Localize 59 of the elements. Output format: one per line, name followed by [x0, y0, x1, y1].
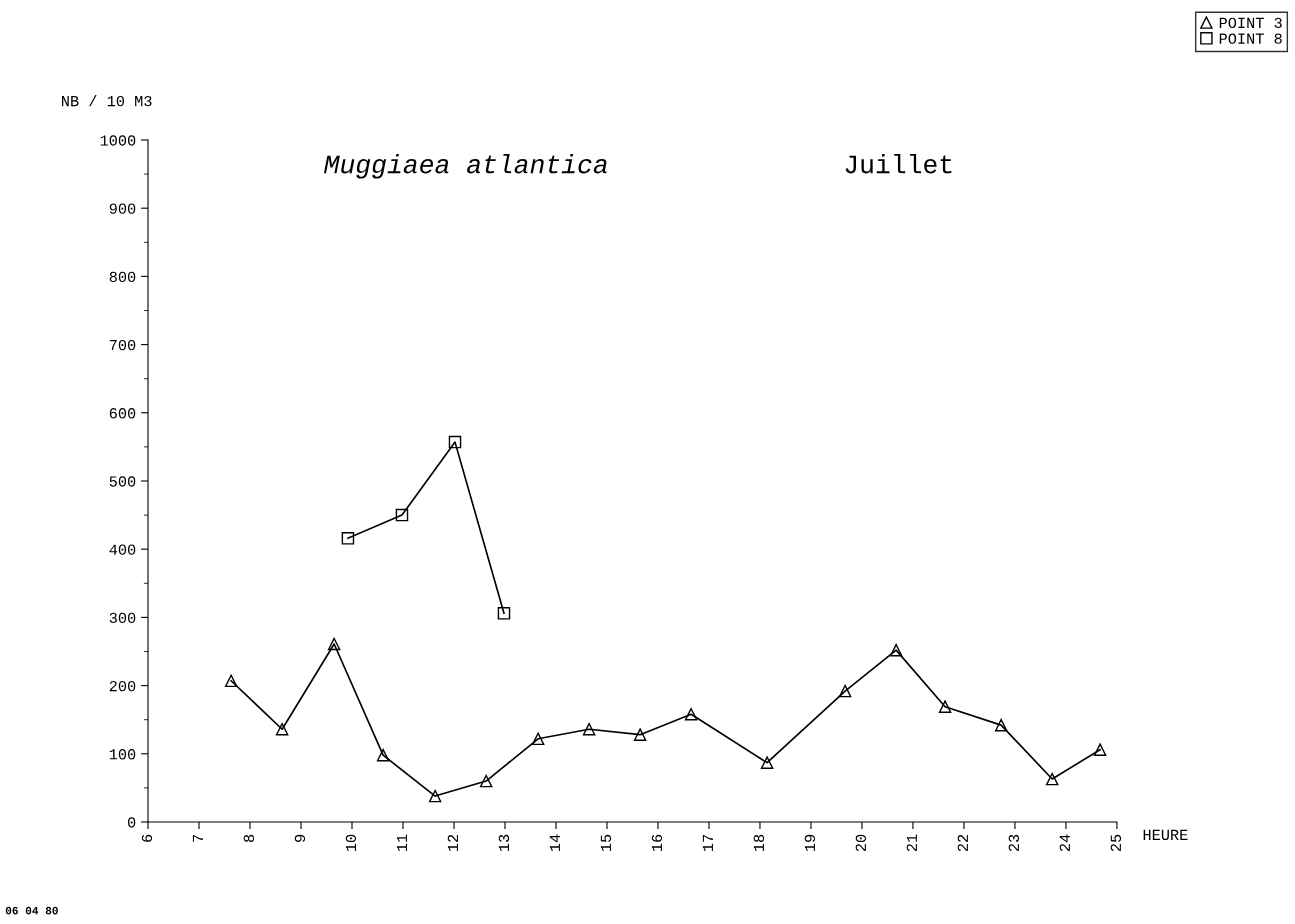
point: [448, 435, 462, 449]
y-tick-label: 1000: [100, 135, 136, 146]
x-tick-label: 11: [396, 834, 407, 852]
x-tick-label: 18: [753, 834, 765, 852]
chart-title: Muggiaea atlantica: [323, 154, 607, 179]
x-tick-label: 22: [957, 834, 968, 852]
point: [938, 700, 952, 713]
point: [1045, 772, 1059, 786]
y-tick-label: 400: [109, 544, 136, 555]
legend-label: POINT 8: [1219, 33, 1282, 44]
point: [275, 722, 289, 736]
x-tick-label: 7: [192, 834, 203, 842]
text: 06 04 80: [5, 906, 58, 915]
y-tick-label: 700: [109, 339, 136, 351]
point: [760, 756, 774, 769]
point: [224, 674, 238, 688]
legend-label: POINT 3: [1219, 17, 1282, 29]
y-axis-title: NB / 10 M3: [62, 95, 152, 107]
x-tick-label: 12: [447, 834, 458, 852]
point: [684, 707, 698, 721]
point: [395, 508, 409, 522]
x-tick-label: 8: [243, 834, 255, 842]
point: [633, 728, 647, 741]
x-tick-label: 21: [906, 834, 917, 852]
point: [497, 607, 511, 620]
x-tick-label: 14: [549, 834, 560, 852]
point: [582, 722, 596, 736]
x-tick-label: 9: [294, 834, 306, 842]
y-tick-label: 300: [109, 612, 136, 624]
y-tick-label: 600: [109, 408, 136, 419]
point: [376, 748, 390, 762]
point: [838, 684, 852, 698]
x-tick-label: 15: [600, 834, 612, 852]
point: [479, 774, 493, 788]
y-tick-label: 800: [109, 271, 136, 283]
y-tick-label: 900: [109, 203, 136, 214]
y-tick-label: 100: [109, 749, 136, 760]
x-tick-label: 19: [804, 834, 816, 852]
x-tick-label: 16: [651, 834, 663, 852]
x-tick-label: 25: [1110, 834, 1122, 852]
x-axis-title: HEURE: [1143, 829, 1188, 841]
x-tick-label: 10: [345, 834, 357, 852]
x-tick-label: 6: [141, 834, 153, 842]
y-tick-label: 500: [109, 476, 136, 487]
x-tick-label: 24: [1059, 834, 1070, 852]
point: [994, 718, 1008, 732]
point: [1093, 743, 1107, 756]
x-tick-label: 20: [855, 834, 867, 852]
y-tick-label: 0: [127, 817, 136, 828]
chart-subtitle: Juillet: [845, 154, 952, 174]
point: [341, 532, 355, 545]
x-tick-label: 13: [498, 834, 510, 852]
x-tick-label: 23: [1008, 834, 1020, 852]
point: [428, 789, 442, 803]
point: [531, 732, 545, 746]
point: [889, 643, 903, 657]
x-tick-label: 17: [702, 834, 713, 852]
y-tick-label: 200: [109, 680, 136, 692]
point: [327, 637, 341, 651]
